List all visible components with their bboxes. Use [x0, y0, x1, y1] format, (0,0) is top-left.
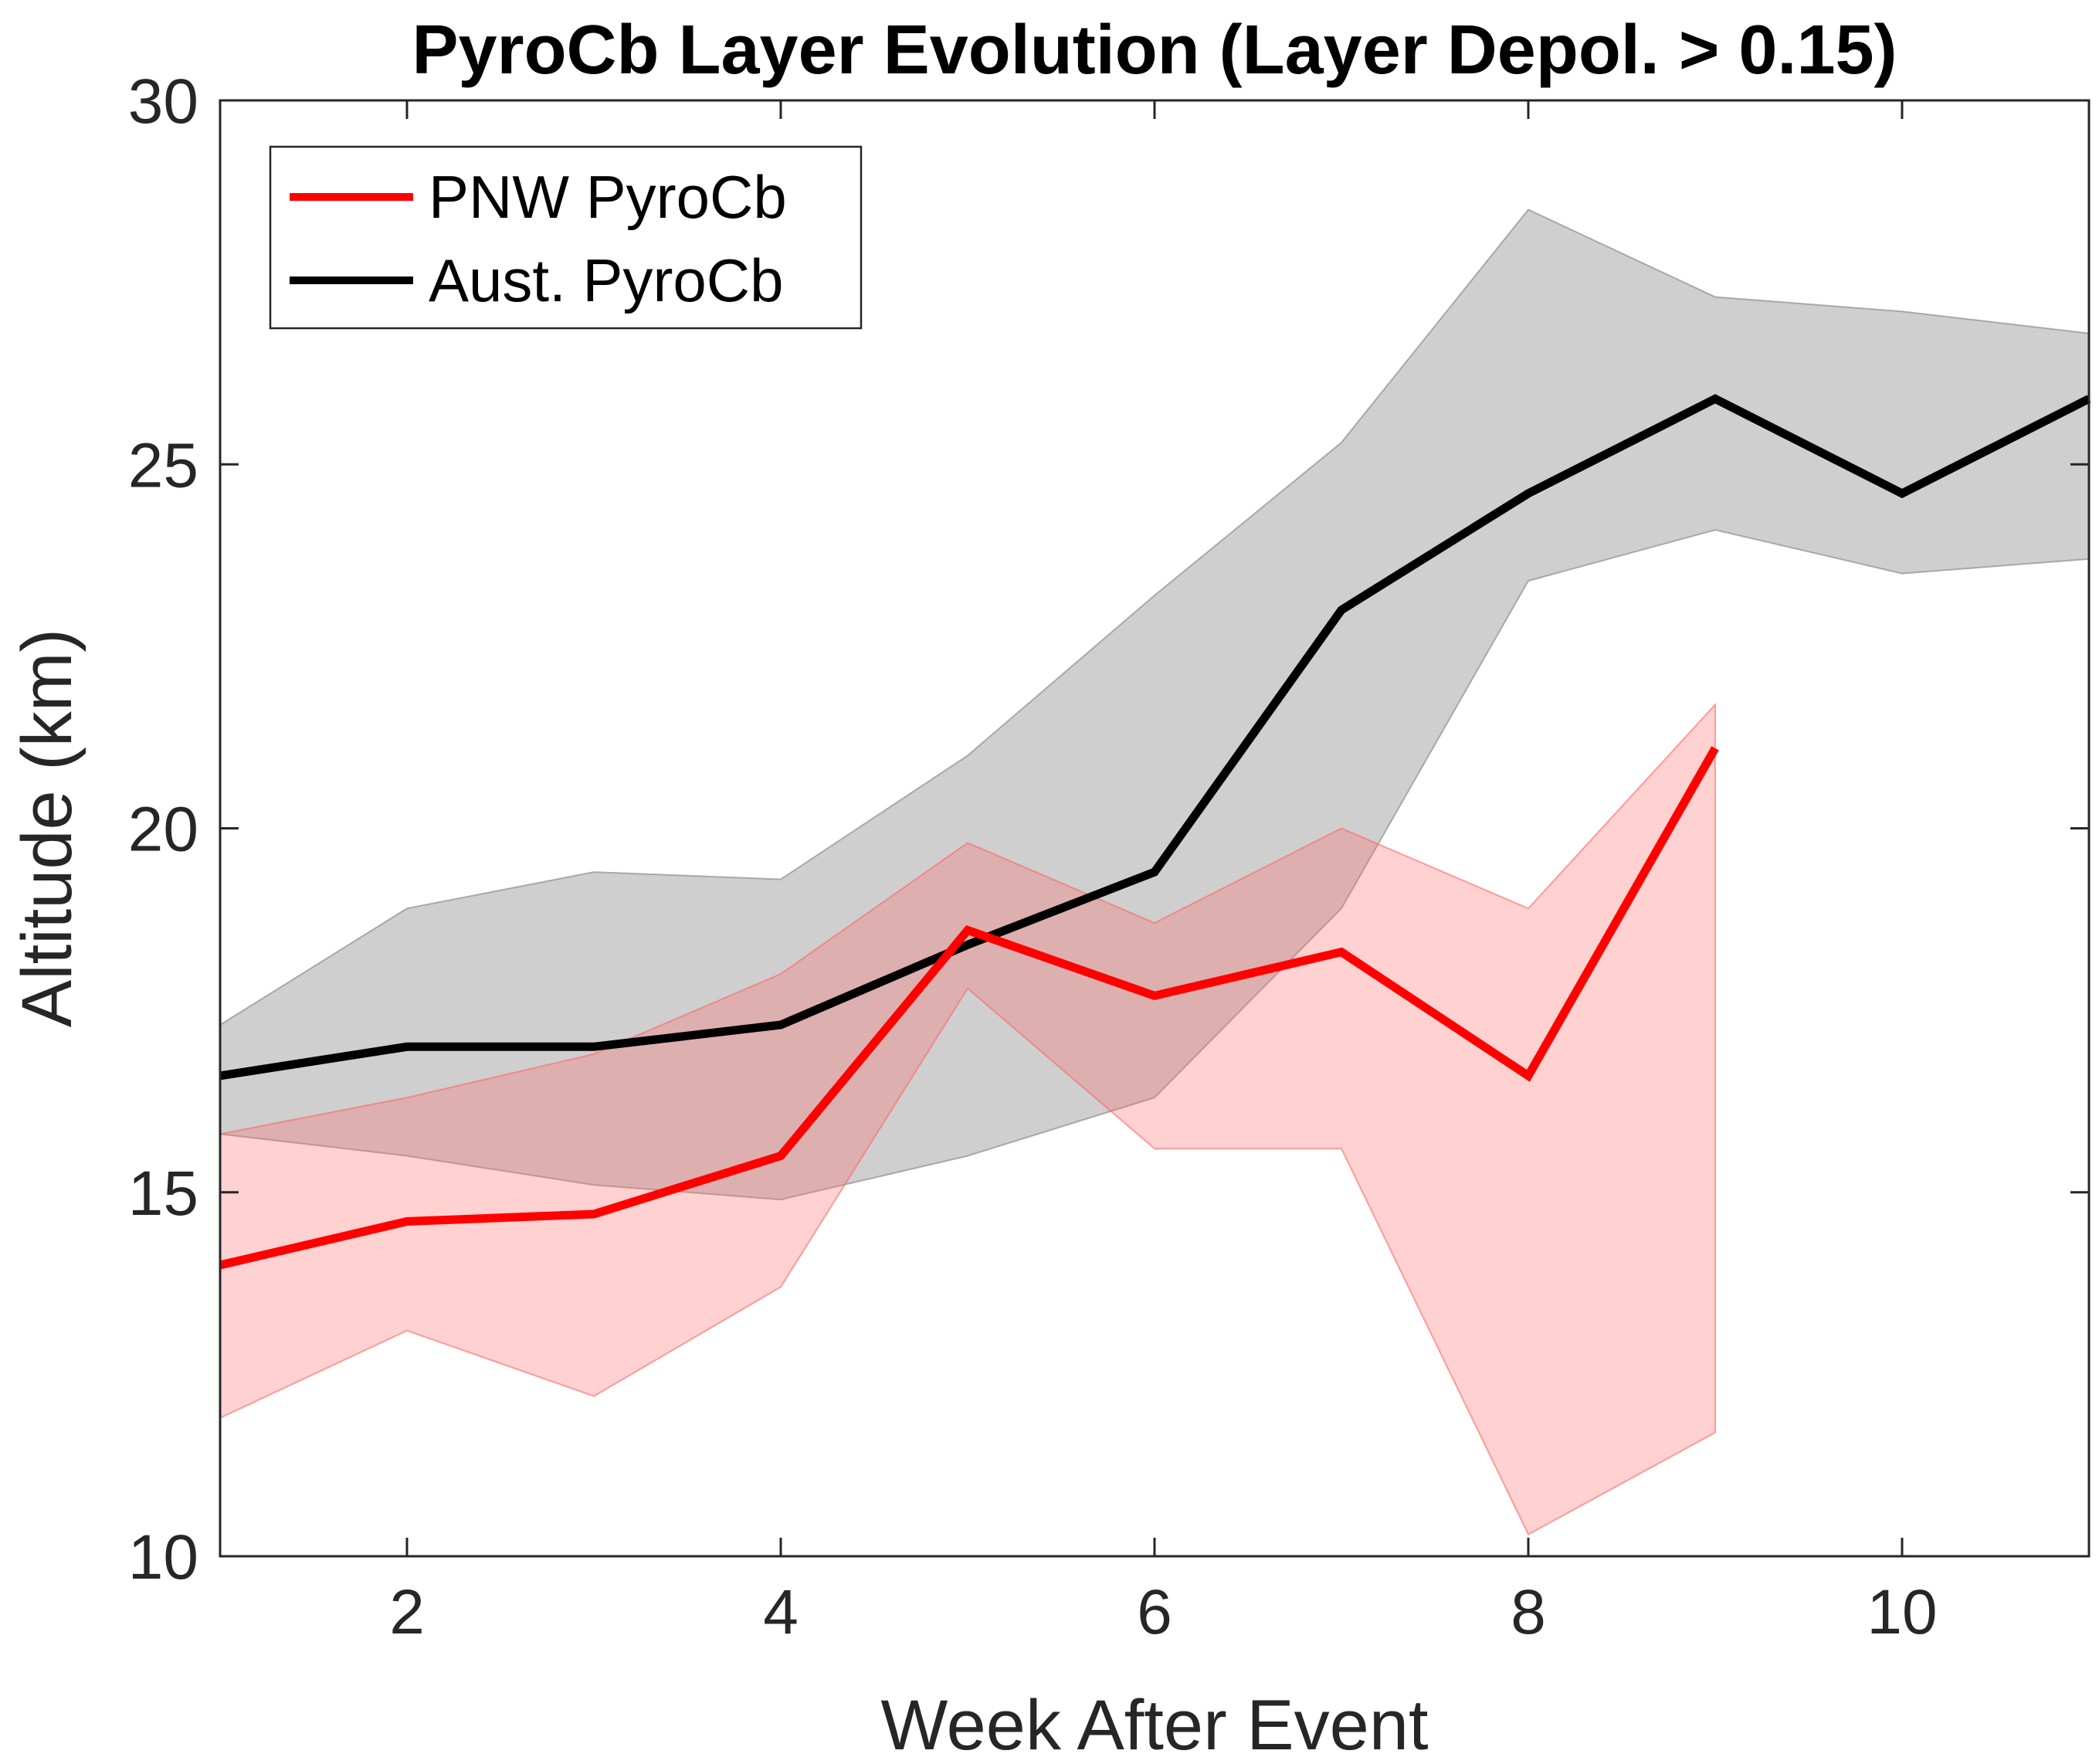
- x-tick-label: 10: [1867, 1577, 1937, 1647]
- band-pnw-pyrocb: [219, 702, 1716, 1536]
- x-tick-label: 4: [763, 1577, 799, 1647]
- y-tick-label: 15: [128, 1158, 198, 1229]
- x-tick-label: 2: [389, 1577, 425, 1647]
- uncertainty-bands: [219, 209, 2090, 1536]
- plot-area: [220, 100, 2089, 1556]
- x-tick-label: 6: [1137, 1577, 1172, 1647]
- legend-box: [269, 145, 863, 330]
- legend-label-aust: Aust. PyroCb: [429, 246, 784, 314]
- y-tick-label: 30: [128, 66, 198, 137]
- chart-title: PyroCb Layer Evolution (Layer Depol. > 0…: [412, 12, 1897, 89]
- x-axis-label: Week After Event: [880, 1686, 1428, 1764]
- series-line-aust-pyrocb: [219, 394, 2091, 1080]
- y-tick-label: 10: [128, 1522, 198, 1593]
- y-tick-label: 20: [128, 795, 198, 865]
- y-axis-label: Altitude (km): [8, 629, 86, 1027]
- axis-ticks: 2 4 6 8 10 10 15 20 25 30: [128, 66, 2089, 1647]
- series-lines: [219, 394, 2091, 1270]
- legend: PNW PyroCb Aust. PyroCb: [269, 145, 863, 330]
- y-tick-label: 25: [128, 430, 198, 500]
- x-tick-label: 8: [1511, 1577, 1546, 1647]
- legend-label-pnw: PNW PyroCb: [429, 163, 787, 231]
- series-line-pnw-pyrocb: [219, 746, 1719, 1270]
